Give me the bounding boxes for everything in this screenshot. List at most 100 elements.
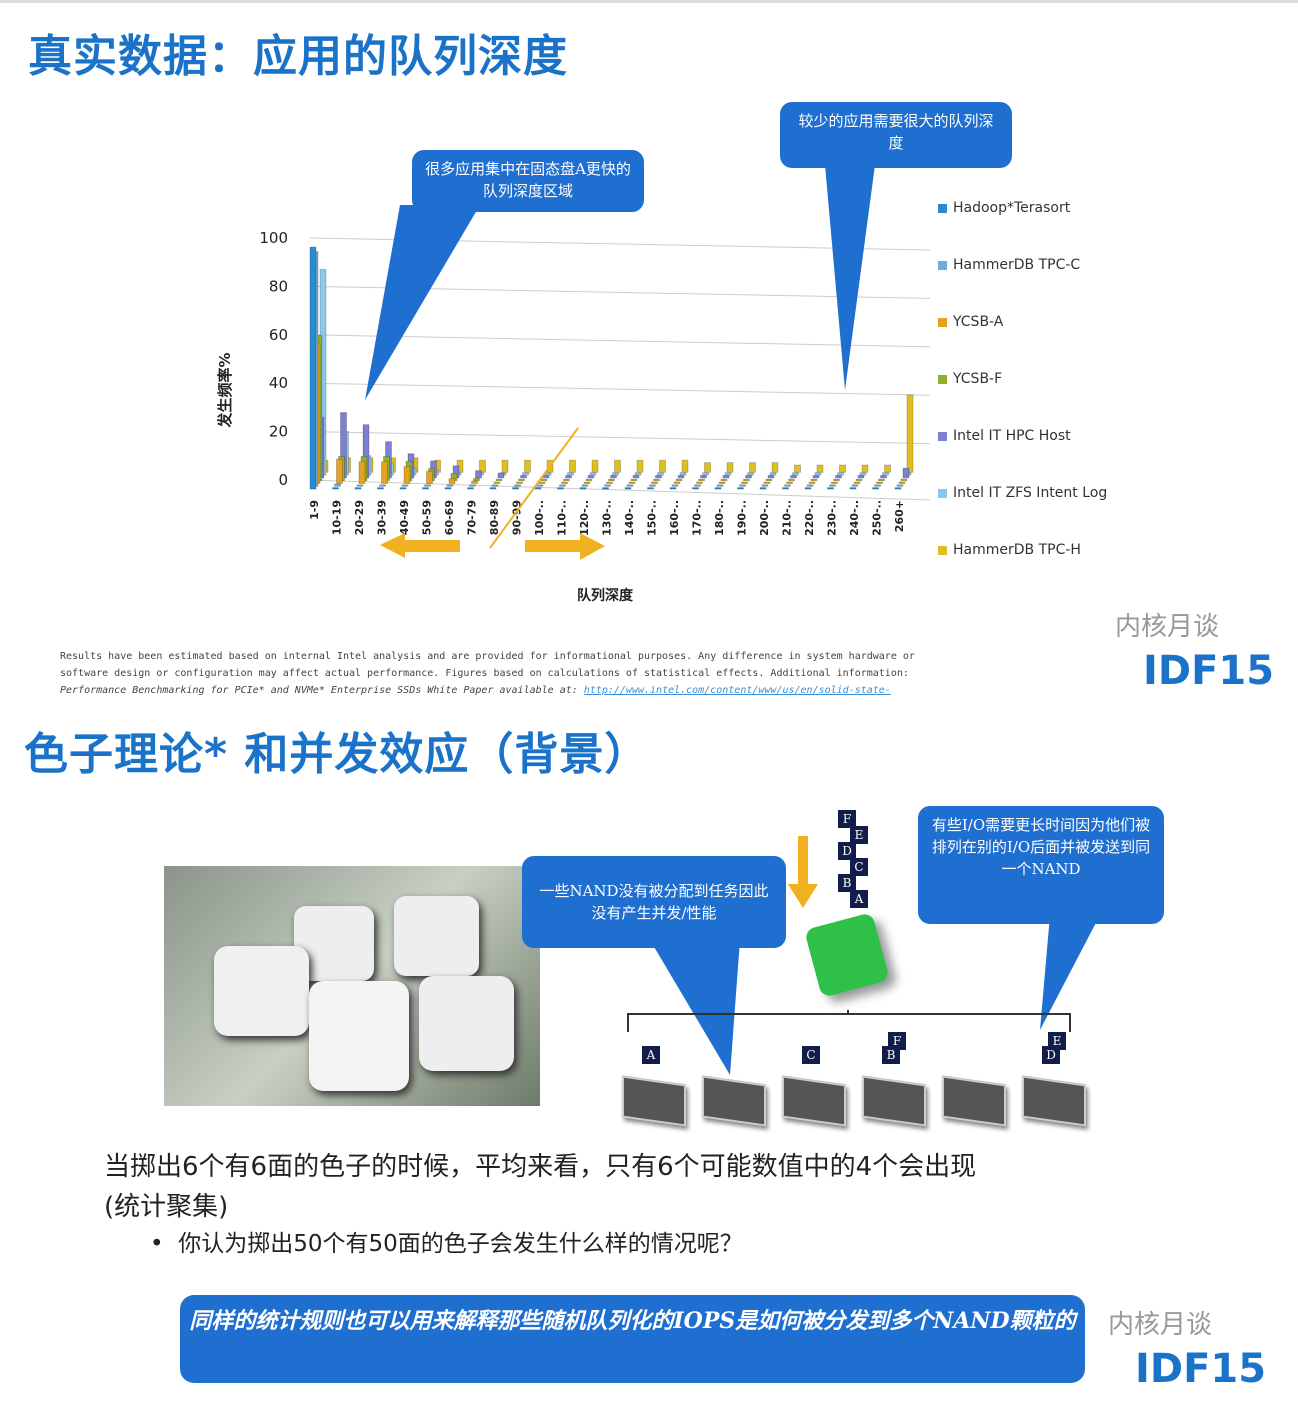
disclaimer: Results have been estimated based on int… [60,648,1080,699]
bar-ycsb-f [653,478,660,482]
idf15-logo: IDF15 [1143,648,1275,694]
bar-intel-it-hpc-host [587,474,595,479]
bar-hammerdb-tpc-c [761,484,769,487]
bar-hadoop-terasort [714,487,722,490]
bar-hadoop-terasort [647,487,654,490]
x-tick-label: 240-.. [848,500,861,536]
bar-hammerdb-tpc-h [861,464,869,473]
bar-hammerdb-tpc-c [739,484,746,487]
bar-hammerdb-tpc-h [569,459,576,473]
bar-hammerdb-tpc-h [501,459,509,473]
bar-hammerdb-tpc-h [749,462,756,473]
bar-intel-it-hpc-host [835,474,842,479]
left-arrow-icon [380,533,460,558]
bar-hadoop-terasort [377,487,384,490]
y-tick-label: 60 [269,326,288,344]
bar-intel-it-zfs-intent-log [567,472,574,476]
bar-hammerdb-tpc-c [559,484,566,487]
io-request-tag: D [838,842,856,860]
x-tick-label: 210-.. [781,500,794,536]
bar-ycsb-f [743,478,750,482]
bar-intel-it-hpc-host [520,474,527,479]
io-request-tag: E [1048,1032,1066,1050]
x-tick-label: 60-69 [443,500,456,535]
bar-hammerdb-tpc-c [581,484,589,487]
bar-ycsb-a [831,481,838,484]
bar-hammerdb-tpc-c [334,483,341,487]
bar-intel-it-hpc-host [475,470,482,479]
legend-item: YCSB-F [938,371,1107,428]
bar-intel-it-zfs-intent-log [589,472,597,476]
bar-hammerdb-tpc-c [716,484,724,487]
bar-hadoop-terasort [804,487,812,490]
x-tick-label: 260+ [893,500,906,532]
bar-ycsb-a [853,481,861,484]
bar-ycsb-a [403,466,411,484]
legend-label: YCSB-A [953,314,1004,330]
bar-intel-it-zfs-intent-log [702,472,709,476]
bar-ycsb-f [900,478,908,482]
bar-intel-it-hpc-host [790,474,797,479]
bar-intel-it-hpc-host [767,474,775,479]
x-tick-label: 150-.. [646,500,659,536]
slide2-title: 色子理论* 和并发效应（背景） [24,729,650,780]
bar-ycsb-f [788,478,795,482]
x-tick-label: 20-29 [353,500,366,535]
bar-intel-it-hpc-host [902,467,910,479]
whitepaper-link[interactable]: http://www.intel.com/content/www/us/en/s… [583,685,891,696]
green-die-icon [804,912,890,998]
bar-ycsb-a [876,481,883,484]
bar-ycsb-f [540,478,548,482]
bubble-left-pointer [365,205,480,400]
bar-ycsb-a [516,481,523,484]
bar-intel-it-zfs-intent-log [814,472,822,476]
legend-item: HammerDB TPC-H [938,542,1107,599]
x-tick-label: 250-.. [871,500,884,536]
legend-label: HammerDB TPC-H [953,542,1081,558]
bar-hammerdb-tpc-h [614,459,621,473]
nand-chip [782,1075,846,1127]
nand-chip [1022,1075,1086,1127]
bubble-nand-idle: 一些NAND没有被分配到任务因此没有产生并发/性能 [522,856,786,948]
x-tick-label: 10-19 [331,500,344,535]
x-tick-label: 90-99 [511,500,524,535]
bubble-right-text: 较少的应用需要很大的队列深度 [798,112,994,152]
gridline [309,382,931,396]
legend-label: YCSB-F [953,371,1003,387]
io-request-tag: D [1042,1046,1060,1064]
bar-ycsb-a [561,481,568,484]
conclusion-banner: 同样的统计规则也可以用来解释那些随机队列化的IOPS是如何被分发到多个NAND颗… [180,1295,1085,1383]
dice-photo [164,866,540,1106]
x-tick-label: 230-.. [826,500,839,536]
right-arrow-icon [525,533,605,560]
bar-hammerdb-tpc-h [524,459,531,473]
bar-hammerdb-tpc-c [469,484,476,487]
y-tick-label: 0 [278,471,288,489]
bar-hammerdb-tpc-h [591,459,599,473]
legend-swatch [938,261,947,270]
bubble-left: 很多应用集中在固态盘A更快的队列深度区域 [412,150,644,212]
x-tick-label: 50-59 [421,500,434,535]
watermark: 内核月谈 [1108,1310,1213,1340]
io-request-tag: F [838,810,856,828]
legend-item: YCSB-A [938,314,1107,371]
bar-hadoop-terasort [332,487,339,490]
bar-hammerdb-tpc-c [694,484,701,487]
io-request-tag: E [850,826,868,844]
bar-intel-it-zfs-intent-log [792,472,799,476]
bar-ycsb-a [786,481,793,484]
x-tick-label: 130-.. [601,500,614,536]
x-tick-label: 1-9 [308,500,321,520]
legend-swatch [938,432,947,441]
bar-hadoop-terasort [354,487,362,490]
x-tick-label: 160-.. [668,500,681,536]
bar-hadoop-terasort [692,487,699,490]
bar-hammerdb-tpc-c [851,484,859,487]
bar-hammerdb-tpc-c [604,484,611,487]
legend-label: Intel IT ZFS Intent Log [953,485,1108,501]
legend-label: HammerDB TPC-C [953,257,1081,273]
bar-hammerdb-tpc-h [479,459,486,473]
bar-intel-it-hpc-host [632,474,640,479]
bar-hammerdb-tpc-h [794,464,801,473]
idf15-logo: IDF15 [1135,1346,1267,1392]
